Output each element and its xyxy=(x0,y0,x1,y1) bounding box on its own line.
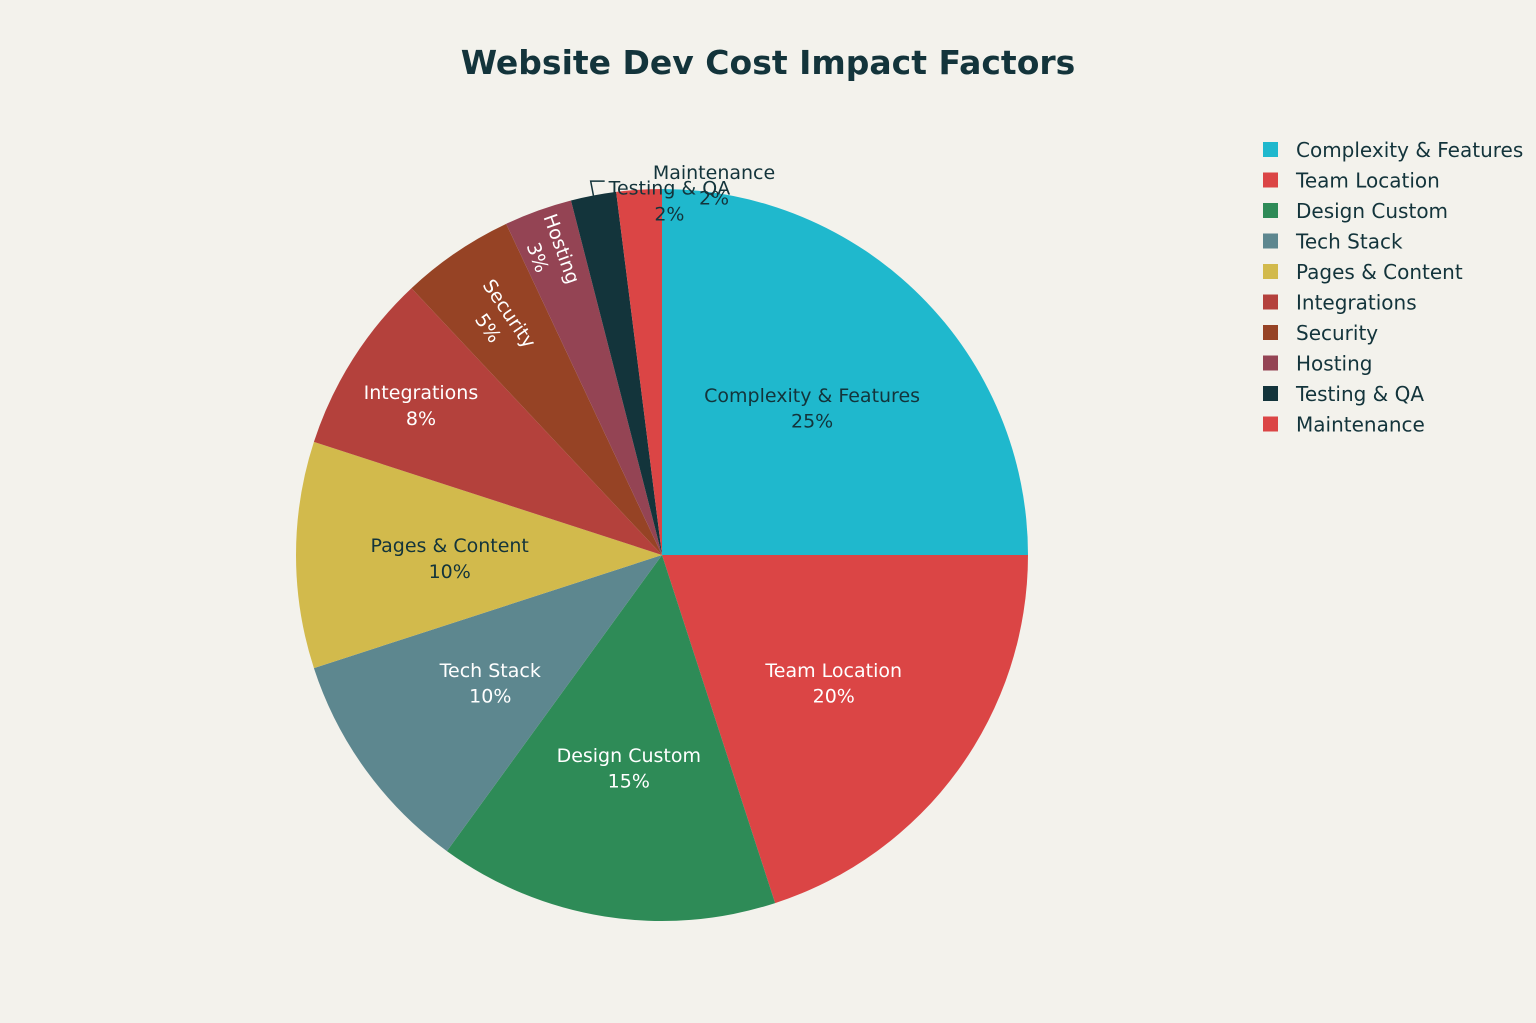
slice-label-testing-and-qa: Testing & QA 2% xyxy=(589,178,731,226)
leader-line-testing-and-qa xyxy=(589,180,605,196)
slice-label-value: 10% xyxy=(429,561,471,583)
pie-slice-pages-and-content xyxy=(296,441,662,669)
legend-swatch xyxy=(1263,416,1278,432)
slice-label-text-design-custom: Design Custom 15% xyxy=(557,745,701,793)
legend-swatch xyxy=(1263,172,1278,188)
legend-item-complexity-and-features[interactable]: Complexity & Features xyxy=(1263,138,1523,162)
slice-label-tech-stack: Tech Stack 10% xyxy=(439,660,541,708)
legend-label: Pages & Content xyxy=(1296,260,1463,284)
slice-label-integrations: Integrations 8% xyxy=(364,382,479,430)
slice-label-design-custom: Design Custom 15% xyxy=(557,745,701,793)
slice-label-value: 15% xyxy=(608,770,650,792)
pie-slice-integrations xyxy=(313,288,662,555)
slice-label-name: Design Custom xyxy=(557,745,701,767)
legend-label: Team Location xyxy=(1295,169,1440,193)
slice-label-value: 20% xyxy=(813,686,855,708)
pie-slice-security xyxy=(411,223,662,555)
legend-swatch xyxy=(1263,233,1278,249)
slice-label-text-maintenance: Maintenance 2% xyxy=(653,162,775,210)
legend-label: Testing & QA xyxy=(1295,382,1424,406)
slice-label-text-complexity-and-features: Complexity & Features 25% xyxy=(704,385,920,433)
pie-slice-tech-stack xyxy=(313,555,662,852)
slice-label-value: 2% xyxy=(699,188,729,210)
legend-item-security[interactable]: Security xyxy=(1263,321,1378,345)
legend-label: Complexity & Features xyxy=(1296,138,1523,162)
legend-swatch xyxy=(1263,325,1278,340)
legend-label: Hosting xyxy=(1296,352,1372,376)
legend-label: Tech Stack xyxy=(1295,230,1403,254)
legend-swatch xyxy=(1263,386,1278,401)
pie-slice-team-location xyxy=(662,555,1028,904)
slice-label-text-pages-and-content: Pages & Content 10% xyxy=(371,535,529,583)
legend-swatch xyxy=(1263,203,1278,218)
slice-label-name: Tech Stack xyxy=(439,660,541,682)
slice-label-value: 8% xyxy=(406,408,436,430)
slice-label-maintenance: Maintenance 2% xyxy=(653,162,775,210)
slice-label-text-integrations: Integrations 8% xyxy=(364,382,479,430)
legend-swatch xyxy=(1263,142,1278,157)
legend-swatch xyxy=(1263,264,1278,279)
legend-item-design-custom[interactable]: Design Custom xyxy=(1263,199,1448,223)
slice-label-name: Complexity & Features xyxy=(704,385,920,407)
legend-label: Integrations xyxy=(1296,291,1417,315)
legend: Complexity & Features Team Location Design… xyxy=(1263,138,1523,437)
pie-slice-maintenance xyxy=(616,189,662,555)
pie-slice-complexity-and-features xyxy=(662,189,1028,555)
legend-label: Design Custom xyxy=(1296,199,1448,223)
chart-title: Website Dev Cost Impact Factors xyxy=(461,43,1076,82)
legend-item-tech-stack[interactable]: Tech Stack xyxy=(1263,230,1403,254)
slice-label-name: Testing & QA xyxy=(608,178,731,200)
slice-label-name: Pages & Content xyxy=(371,535,529,557)
slice-label-name: Maintenance xyxy=(653,162,775,184)
slice-label-text-tech-stack: Tech Stack 10% xyxy=(439,660,541,708)
slice-label-value: 2% xyxy=(654,203,684,225)
legend-item-hosting[interactable]: Hosting xyxy=(1263,352,1372,376)
pie-slice-testing-and-qa xyxy=(570,191,662,555)
pie-slices xyxy=(296,189,1028,921)
slice-label-text-testing-and-qa: Testing & QA 2% xyxy=(608,178,731,226)
slice-label-complexity-and-features: Complexity & Features 25% xyxy=(704,385,920,433)
slice-label-team-location: Team Location 20% xyxy=(764,660,902,708)
slice-label-pages-and-content: Pages & Content 10% xyxy=(371,535,529,583)
legend-item-maintenance[interactable]: Maintenance xyxy=(1263,413,1425,437)
slice-label-text-team-location: Team Location 20% xyxy=(764,660,902,708)
slice-label-name: Team Location xyxy=(764,660,902,682)
legend-item-integrations[interactable]: Integrations xyxy=(1263,291,1417,315)
legend-swatch xyxy=(1263,294,1278,310)
pie-slice-design-custom xyxy=(446,555,776,921)
pie-slice-hosting xyxy=(506,200,662,555)
legend-item-pages-and-content[interactable]: Pages & Content xyxy=(1263,260,1463,284)
legend-label: Maintenance xyxy=(1296,413,1425,437)
slice-label-value: 10% xyxy=(469,686,511,708)
legend-item-team-location[interactable]: Team Location xyxy=(1263,169,1440,193)
slice-label-name: Integrations xyxy=(364,382,479,404)
legend-label: Security xyxy=(1296,321,1378,345)
slice-label-value: 25% xyxy=(791,411,833,433)
legend-item-testing-and-qa[interactable]: Testing & QA xyxy=(1263,382,1424,406)
legend-swatch xyxy=(1263,355,1278,371)
